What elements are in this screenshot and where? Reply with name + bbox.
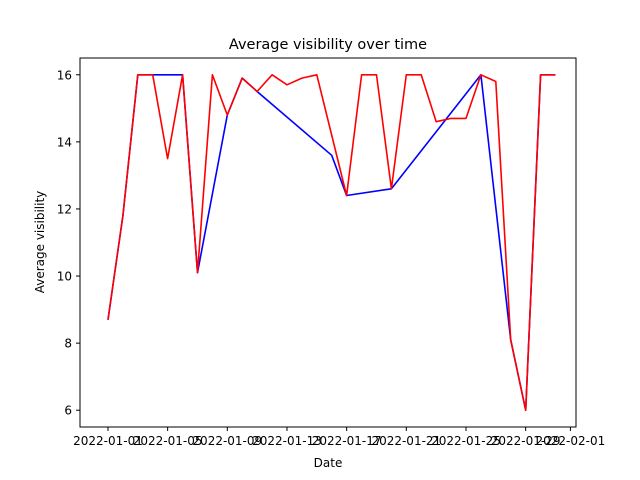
y-tick-label: 10 (57, 270, 72, 284)
x-axis-ticks: 2022-01-012022-01-052022-01-092022-01-13… (73, 427, 605, 448)
y-tick-label: 14 (57, 135, 72, 149)
x-tick-label: 2022-01-21 (371, 434, 441, 448)
x-tick-label: 2022-01-13 (252, 434, 322, 448)
series-line-2 (107, 74, 556, 412)
x-tick-label: 2022-01-01 (73, 434, 143, 448)
y-tick-label: 6 (64, 404, 72, 418)
y-axis-ticks: 6 8 10 12 14 16 (57, 68, 80, 418)
x-tick-label: 2022-01-17 (312, 434, 382, 448)
x-tick-label: 2022-01-05 (133, 434, 203, 448)
plot-frame (79, 57, 577, 428)
chart-title: Average visibility over time (229, 37, 427, 53)
y-tick-label: 8 (64, 337, 72, 351)
series-line-1 (107, 74, 556, 412)
x-tick-label: 2022-01-09 (192, 434, 262, 448)
x-tick-label: 2022-02-01 (536, 434, 606, 448)
y-tick-label: 16 (57, 68, 72, 82)
x-axis-label: Date (314, 456, 343, 470)
y-tick-label: 12 (57, 202, 72, 216)
plot-lines (107, 74, 556, 412)
x-tick-label: 2022-01-25 (431, 434, 501, 448)
x-tick-label: 2022-01-29 (491, 434, 561, 448)
y-axis-label: Average visibility (33, 191, 47, 294)
